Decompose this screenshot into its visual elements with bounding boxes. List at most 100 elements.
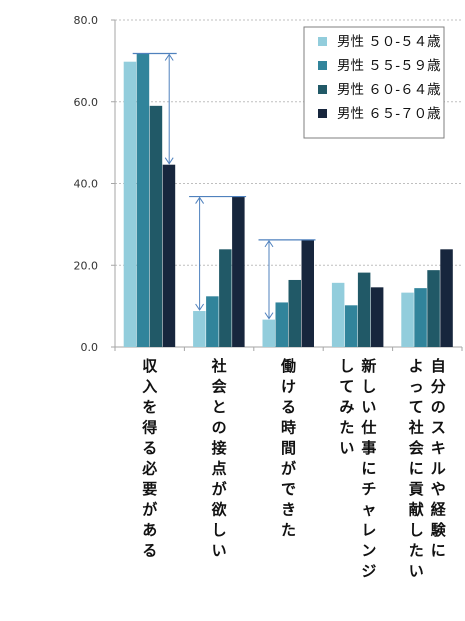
x-category-label-char: 会 [212, 378, 227, 396]
bar [357, 272, 371, 347]
legend-label: 男性 ６５-７０歳 [337, 106, 441, 122]
y-tick-label: 0.0 [81, 341, 99, 354]
axes: 0.0 20.0 40.0 60.0 80.0 [74, 14, 463, 354]
x-category-label-char: ャ [361, 501, 376, 519]
x-category-label-char: ス [431, 419, 446, 437]
x-category-label-char: 仕 [360, 419, 376, 437]
y-tick-label: 80.0 [74, 14, 99, 27]
x-category-label-char: 接 [212, 439, 227, 457]
legend-label: 男性 ５０-５４歳 [337, 34, 441, 50]
bar [275, 302, 288, 347]
legend-swatch [318, 61, 327, 70]
arrow-head-down [195, 303, 205, 311]
x-category-label-char: し [409, 521, 424, 539]
x-category-label-char: キ [431, 439, 446, 457]
x-category-label-char: て [339, 378, 354, 396]
arrow-head-up [264, 240, 274, 248]
x-category-label-char: に [409, 460, 424, 478]
arrow-head-up [195, 196, 205, 204]
bar [193, 311, 206, 347]
x-category-label-char: 自 [431, 357, 446, 375]
bar [427, 270, 440, 347]
arrow-head-down [164, 157, 174, 165]
bar [288, 279, 301, 347]
x-category-label-char: あ [142, 521, 157, 539]
x-category-label-char: で [281, 480, 296, 498]
bar [440, 249, 453, 347]
x-category-label-char: た [339, 419, 354, 437]
x-category-label-char: い [409, 562, 424, 580]
bar [162, 164, 176, 347]
bar [136, 53, 150, 348]
x-category-label-char: ジ [361, 562, 376, 580]
bar [414, 288, 427, 347]
x-category-label-char: 事 [361, 439, 376, 457]
x-category-label-char: 献 [409, 501, 424, 519]
x-category-label-char: や [431, 480, 446, 498]
x-category-label-char: が [281, 460, 297, 478]
x-category-label-char: 社 [211, 357, 227, 375]
x-category-label-char: 験 [431, 521, 447, 539]
x-category-label-char: の [431, 398, 446, 416]
x-category-label-char: ン [361, 542, 376, 560]
x-category-label-char: し [212, 521, 227, 539]
x-category-label-char: る [281, 398, 296, 416]
annotations [132, 52, 316, 320]
x-category-label-char: み [339, 398, 354, 416]
x-category-label-char: 経 [431, 501, 447, 519]
x-category-label-char: し [361, 378, 376, 396]
y-tick-label: 40.0 [74, 178, 99, 191]
x-category-label-char: 社 [408, 419, 424, 437]
x-category-label-char: 分 [431, 378, 446, 396]
x-category-label-char: 要 [142, 480, 157, 498]
x-category-label-char: け [281, 378, 296, 396]
x-category-label-char: き [281, 501, 296, 519]
y-tick-label: 20.0 [74, 259, 99, 272]
x-category-label-char: 働 [280, 357, 296, 375]
x-category-label-char: 時 [281, 419, 296, 437]
x-category-label-char: 必 [141, 460, 157, 478]
bar [344, 305, 358, 347]
x-category-label-char: い [339, 439, 354, 457]
x-category-label-char: に [431, 542, 446, 560]
x-category-label-char: 会 [409, 439, 424, 457]
legend-swatch [318, 85, 327, 94]
x-category-label-char: る [142, 439, 157, 457]
x-category-label-char: チ [361, 480, 376, 498]
legend-label: 男性 ６０-６４歳 [337, 82, 441, 98]
x-category-label-char: が [142, 501, 158, 519]
legend-swatch [318, 109, 327, 118]
x-category-label-char: 欲 [211, 501, 227, 519]
x-category-label-char: 収 [142, 357, 158, 375]
x-category-label-char: 点 [212, 460, 227, 478]
legend-swatch [318, 37, 327, 46]
bar [149, 105, 163, 348]
bar [262, 319, 275, 347]
x-category-label-char: 間 [281, 439, 296, 457]
x-category-label-char: を [142, 398, 157, 416]
bar [401, 292, 414, 347]
x-category-label-char: の [212, 419, 227, 437]
bar [331, 282, 345, 347]
x-category-label-char: い [361, 398, 376, 416]
x-category-label-char: 得 [141, 419, 157, 437]
bar [206, 296, 219, 347]
bar [370, 287, 384, 347]
x-category-label-char: い [212, 542, 227, 560]
x-category-label-char: が [212, 480, 228, 498]
x-category-label-char: 貢 [409, 480, 424, 498]
bar [232, 196, 245, 347]
arrow-head-up [164, 53, 174, 61]
x-category-label-char: た [281, 521, 296, 539]
x-category-label-char: っ [409, 378, 424, 396]
bars [123, 53, 453, 348]
arrow-head-down [264, 312, 274, 320]
x-category-label-char: て [409, 398, 424, 416]
bar [219, 249, 232, 347]
x-category-label-char: に [361, 460, 376, 478]
x-category-label-char: し [339, 357, 354, 375]
x-category-label-char: 新 [361, 357, 376, 375]
x-category-label-char: よ [409, 357, 424, 375]
